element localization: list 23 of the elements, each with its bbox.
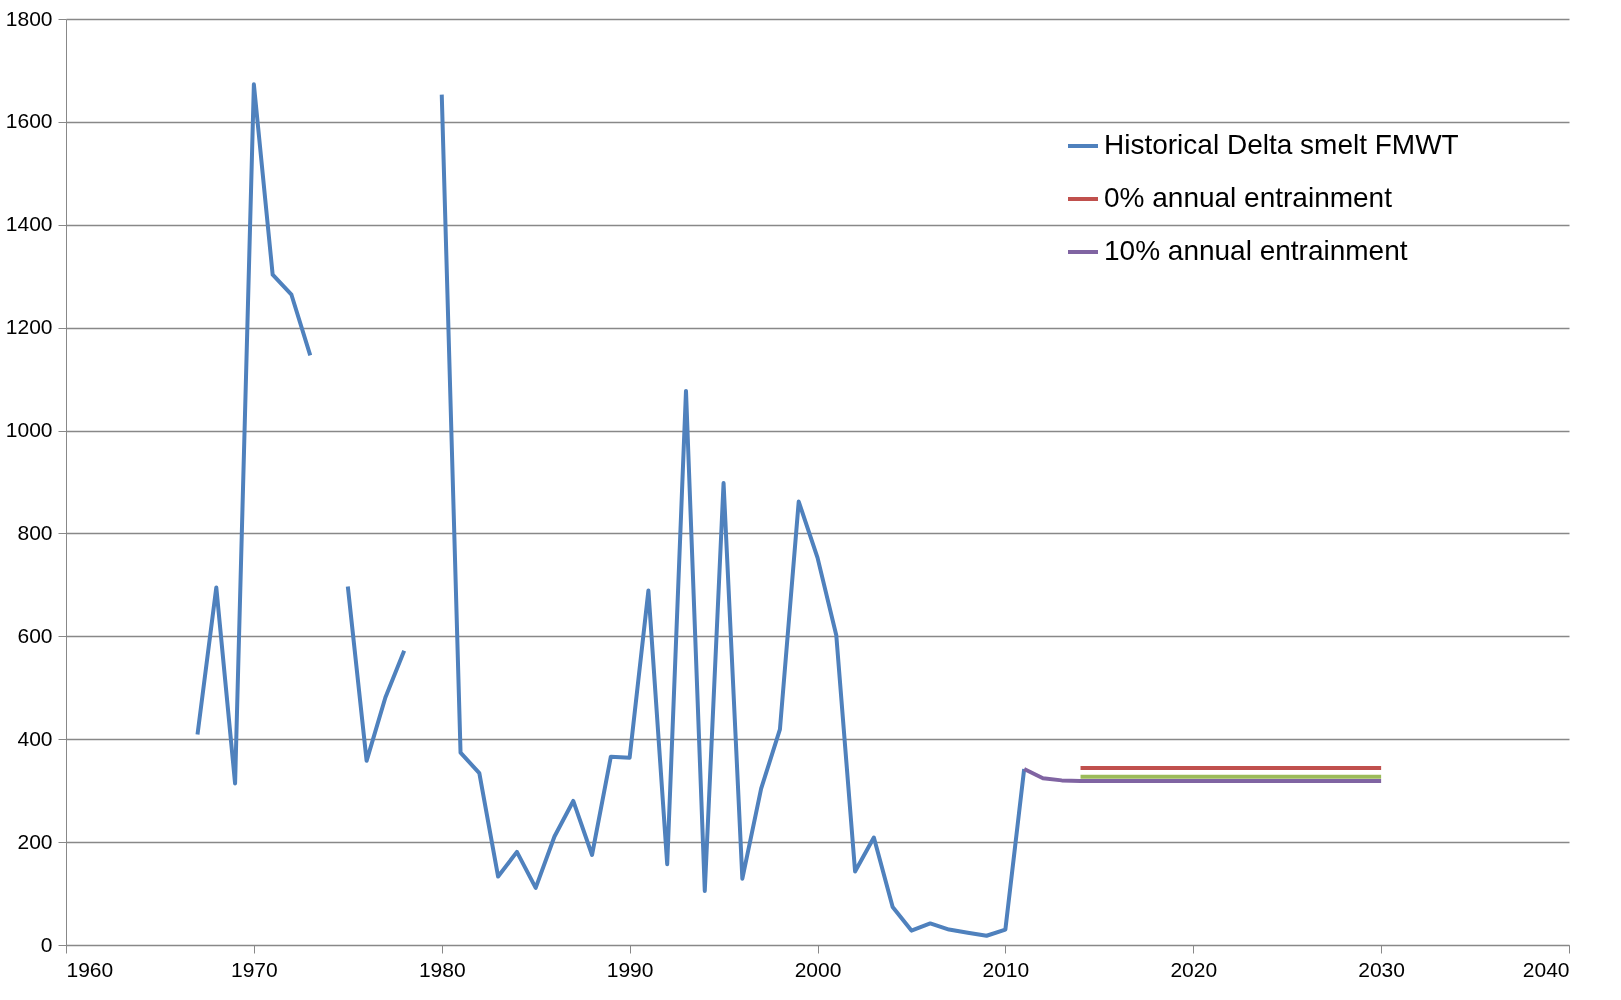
x-tick-label: 2030: [1358, 957, 1405, 981]
y-tick-label: 600: [17, 623, 53, 647]
y-tick-label: 200: [17, 829, 53, 853]
y-tick-label: 400: [17, 726, 53, 750]
y-tick-label: 1400: [5, 212, 53, 236]
x-tick-label: 1980: [418, 957, 466, 981]
y-tick-label: 800: [17, 520, 53, 544]
x-tick-label: 2020: [1170, 957, 1218, 981]
y-tick-label: 0: [40, 932, 53, 956]
y-tick-label: 1000: [5, 418, 53, 442]
x-tick-label: 2000: [794, 957, 842, 981]
x-tick-label: 1990: [606, 957, 654, 981]
x-tick-label: 2040: [1522, 957, 1570, 981]
x-tick-label: 1960: [66, 957, 114, 981]
line-series: [1022, 767, 1384, 783]
legend-label: 0% annual entrainment: [1104, 182, 1393, 213]
y-tick-label: 1600: [5, 109, 53, 133]
y-tick-label: 1200: [5, 315, 53, 339]
legend-label: Historical Delta smelt FMWT: [1104, 129, 1459, 160]
y-tick-label: 1800: [5, 6, 53, 30]
x-tick-label: 1970: [231, 957, 278, 981]
legend-label: 10% annual entrainment: [1104, 235, 1408, 266]
x-tick-label: 2010: [982, 957, 1030, 981]
